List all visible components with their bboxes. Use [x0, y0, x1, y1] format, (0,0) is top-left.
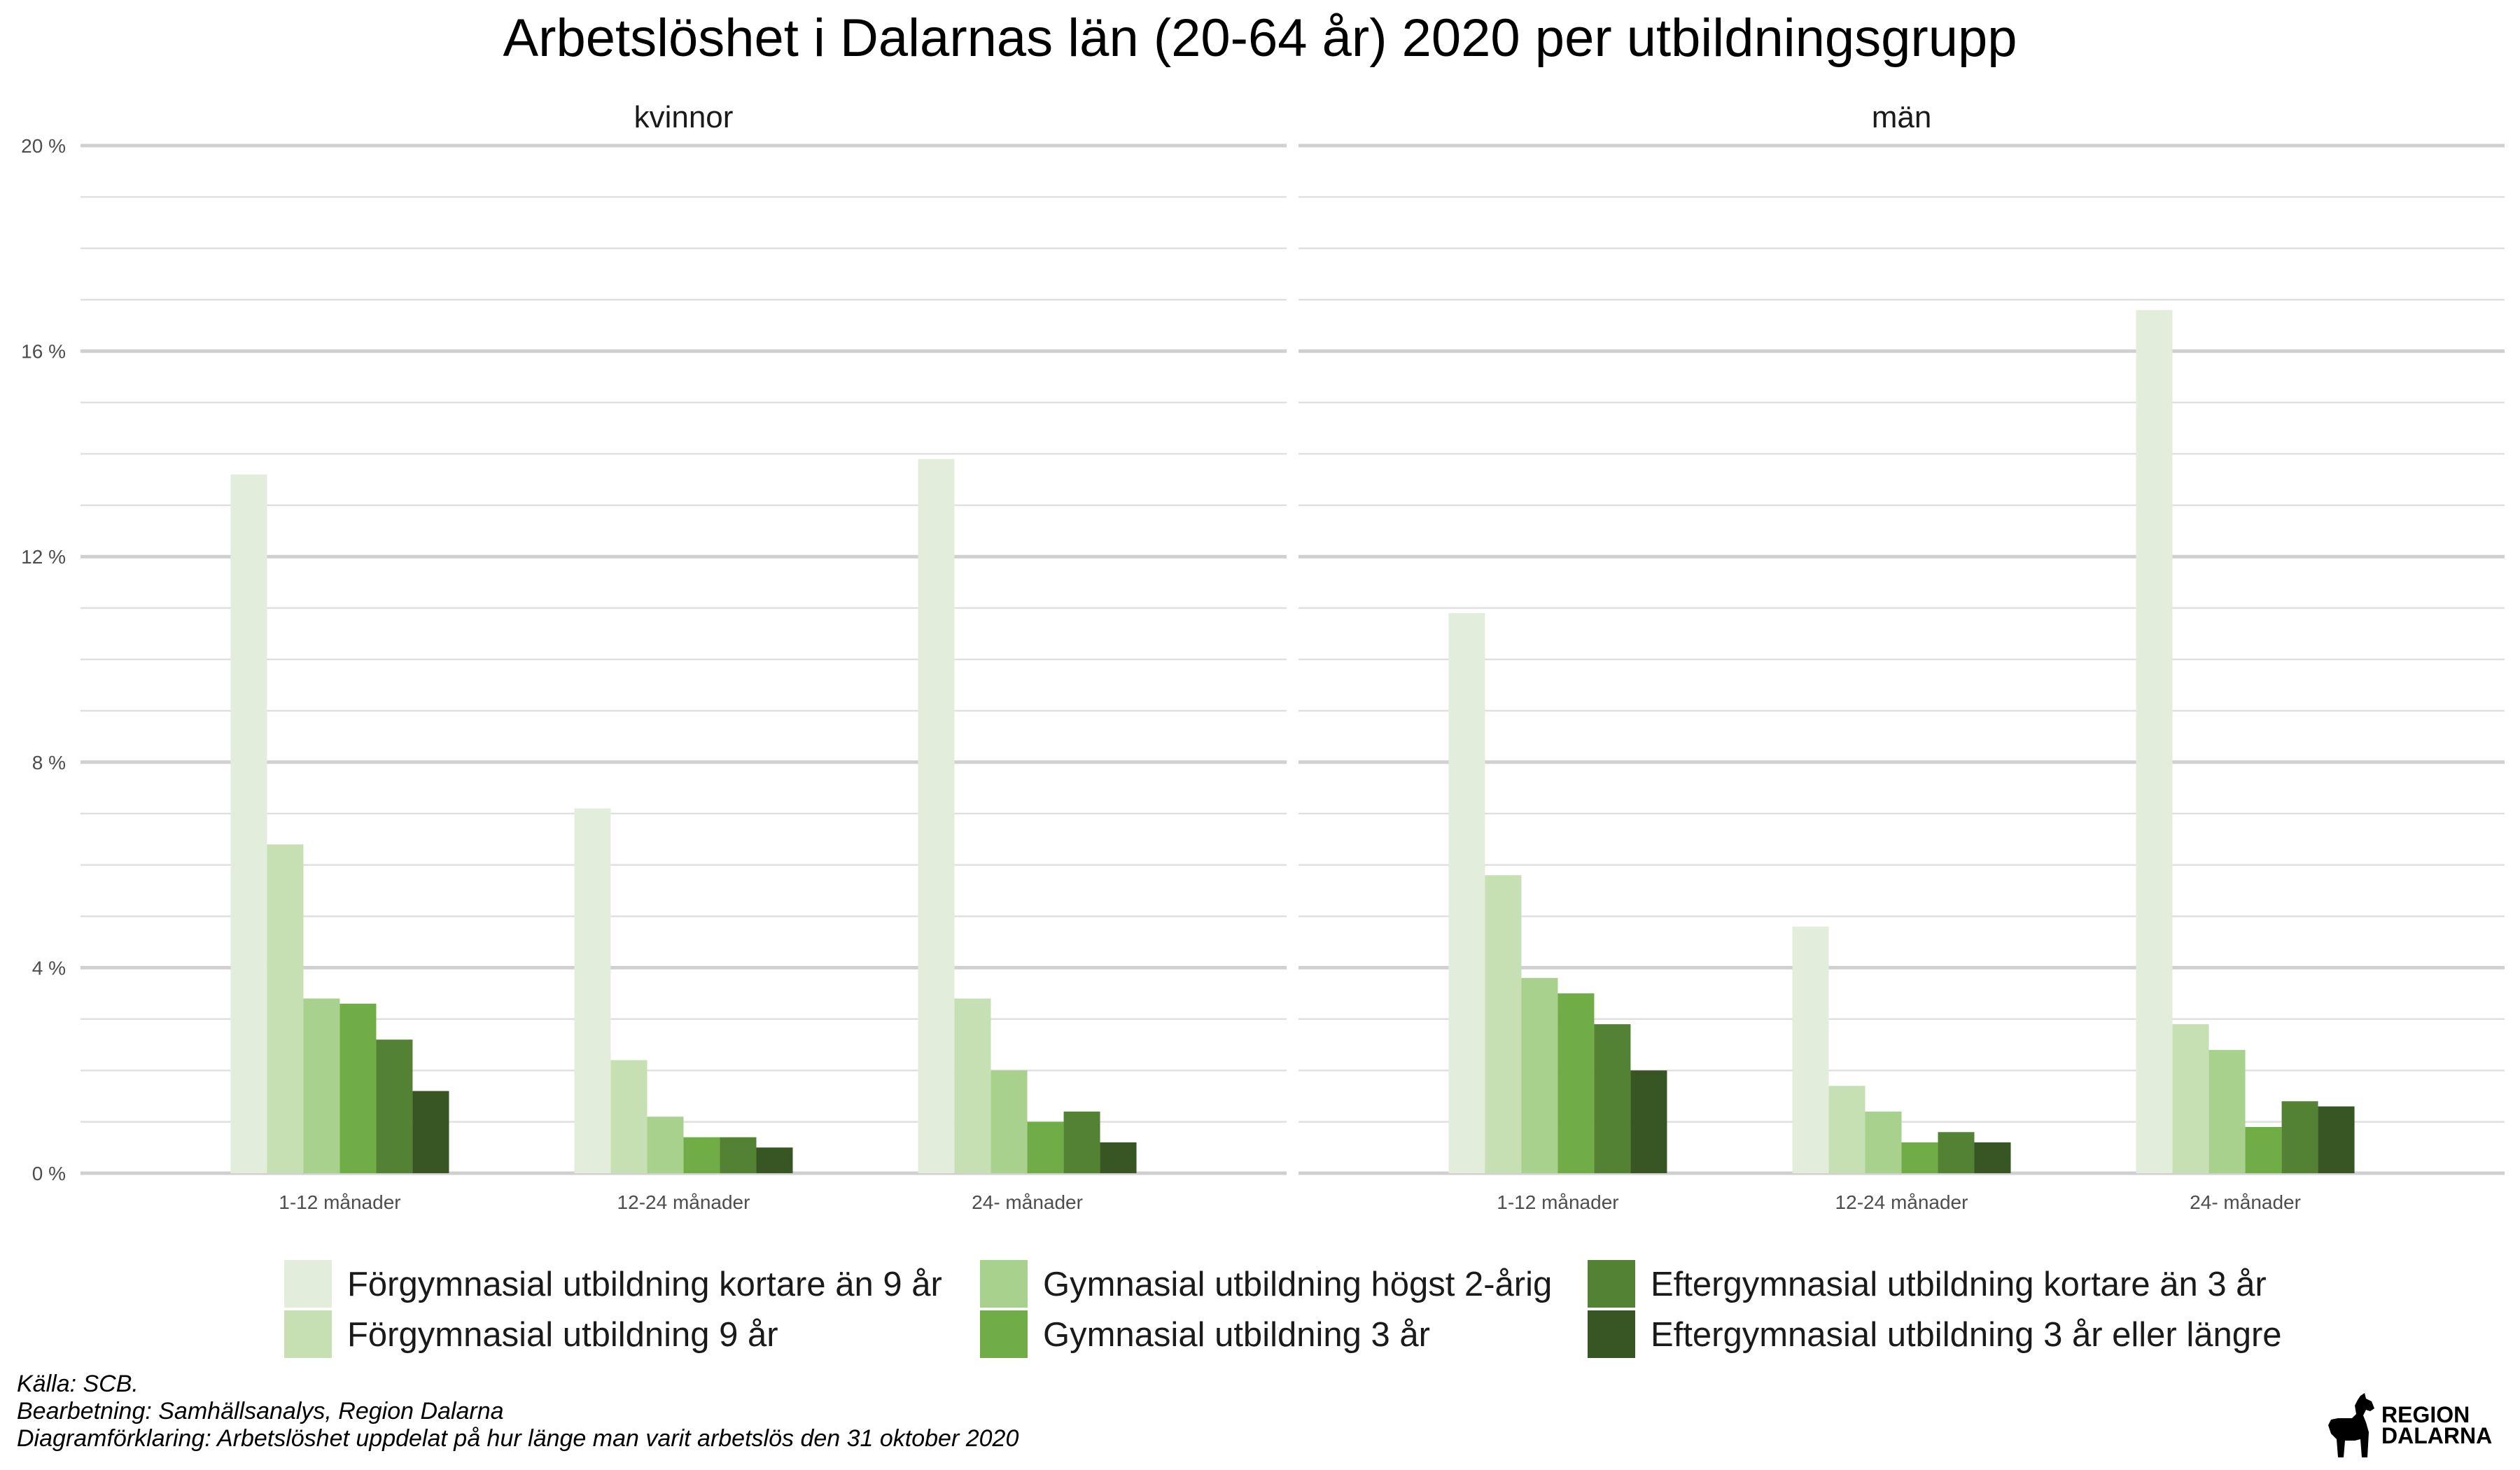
bar	[683, 1137, 720, 1173]
bar	[1485, 875, 1522, 1173]
bar	[1865, 1111, 1902, 1173]
bar	[1027, 1121, 1064, 1173]
bar	[1448, 612, 1485, 1173]
y-axis-ticks: 0 % 4 % 8 % 12 % 16 % 20 %	[21, 135, 66, 1184]
bar	[954, 998, 991, 1173]
legend-label: Förgymnasial utbildning kortare än 9 år	[347, 1266, 942, 1303]
legend-label: Gymnasial utbildning 3 år	[1043, 1316, 1430, 1354]
legend-item: Förgymnasial utbildning 9 år	[284, 1310, 778, 1358]
bar	[1100, 1142, 1137, 1173]
y-tick-label: 12 %	[21, 546, 66, 568]
caption-explanation: Diagramförklaring: Arbetslöshet uppdelat…	[17, 1425, 1019, 1452]
caption: Källa: SCB. Bearbetning: Samhällsanalys,…	[17, 1371, 1018, 1452]
bar	[2318, 1106, 2355, 1173]
legend-label: Eftergymnasial utbildning kortare än 3 å…	[1651, 1266, 2267, 1303]
x-tick-label: 1-12 månader	[1497, 1191, 1618, 1213]
legend-swatch	[284, 1310, 332, 1358]
y-tick-label: 16 %	[21, 341, 66, 363]
bar	[990, 1070, 1028, 1173]
legend-swatch	[980, 1310, 1028, 1358]
y-tick-label: 4 %	[32, 957, 66, 979]
caption-processing: Bearbetning: Samhällsanalys, Region Dala…	[17, 1398, 504, 1424]
bar	[610, 1060, 648, 1173]
panel-strip-label: män	[1872, 100, 1932, 134]
chart-title: Arbetslöshet i Dalarnas län (20-64 år) 2…	[503, 8, 2017, 68]
x-tick-label: 24- månader	[972, 1191, 1083, 1213]
x-tick-label: 24- månader	[2190, 1191, 2301, 1213]
bar	[1630, 1070, 1667, 1173]
bar	[1063, 1111, 1100, 1173]
y-tick-label: 0 %	[32, 1163, 66, 1184]
legend-swatch	[980, 1260, 1028, 1308]
bar	[2136, 309, 2173, 1173]
bar	[756, 1147, 793, 1173]
y-tick-label: 8 %	[32, 752, 66, 774]
legend-swatch	[1588, 1310, 1635, 1358]
x-tick-label: 12-24 månader	[617, 1191, 750, 1213]
bar	[918, 458, 955, 1173]
bar	[1828, 1086, 1865, 1173]
legend-label: Eftergymnasial utbildning 3 år eller län…	[1651, 1316, 2282, 1354]
legend-item: Gymnasial utbildning högst 2-årig	[980, 1260, 1552, 1308]
logo-line-dalarna: DALARNA	[2381, 1423, 2493, 1448]
y-tick-label: 20 %	[21, 135, 66, 157]
panel-strip-label: kvinnor	[634, 100, 734, 134]
bar	[376, 1040, 413, 1173]
bar	[340, 1003, 377, 1173]
bar	[720, 1137, 757, 1173]
x-tick-label: 1-12 månader	[279, 1191, 400, 1213]
bar	[267, 844, 304, 1173]
bar	[1901, 1142, 1938, 1173]
logo-line-region: REGION	[2381, 1402, 2470, 1427]
bar	[1792, 926, 1829, 1173]
legend-item: Gymnasial utbildning 3 år	[980, 1310, 1430, 1358]
panel-kvinnor: kvinnor 1-12 månader 12-24 månader 24- måna…	[230, 100, 1137, 1213]
legend-label: Förgymnasial utbildning 9 år	[347, 1316, 778, 1354]
bar	[1938, 1132, 1975, 1173]
caption-source: Källa: SCB.	[17, 1371, 139, 1397]
bar	[1594, 1024, 1631, 1173]
bar	[2245, 1126, 2282, 1173]
bar	[2208, 1049, 2246, 1173]
bar	[1974, 1142, 2011, 1173]
legend-item: Eftergymnasial utbildning 3 år eller län…	[1588, 1310, 2282, 1358]
bar	[574, 808, 611, 1173]
legend-item: Förgymnasial utbildning kortare än 9 år	[284, 1260, 942, 1308]
bar	[2172, 1024, 2209, 1173]
legend-item: Eftergymnasial utbildning kortare än 3 å…	[1588, 1260, 2267, 1308]
logo-text: REGION DALARNA	[2381, 1402, 2493, 1448]
bar	[1521, 978, 1558, 1173]
panels: kvinnor 1-12 månader 12-24 månader 24- måna…	[230, 100, 2355, 1213]
bar	[2281, 1101, 2318, 1173]
legend-label: Gymnasial utbildning högst 2-årig	[1043, 1266, 1552, 1303]
dala-horse-icon	[2328, 1393, 2374, 1457]
bar	[303, 998, 340, 1173]
x-tick-label: 12-24 månader	[1835, 1191, 1968, 1213]
bar	[230, 474, 267, 1173]
legend-swatch	[1588, 1260, 1635, 1308]
bar	[1558, 993, 1595, 1173]
region-dalarna-logo: REGION DALARNA	[2324, 1390, 2506, 1460]
legend-swatch	[284, 1260, 332, 1308]
bar	[647, 1116, 684, 1173]
bar	[412, 1091, 449, 1173]
legend: Förgymnasial utbildning kortare än 9 år F…	[284, 1260, 2282, 1358]
panel-man: män 1-12 månader 12-24 månader 24- månader	[1448, 100, 2355, 1213]
